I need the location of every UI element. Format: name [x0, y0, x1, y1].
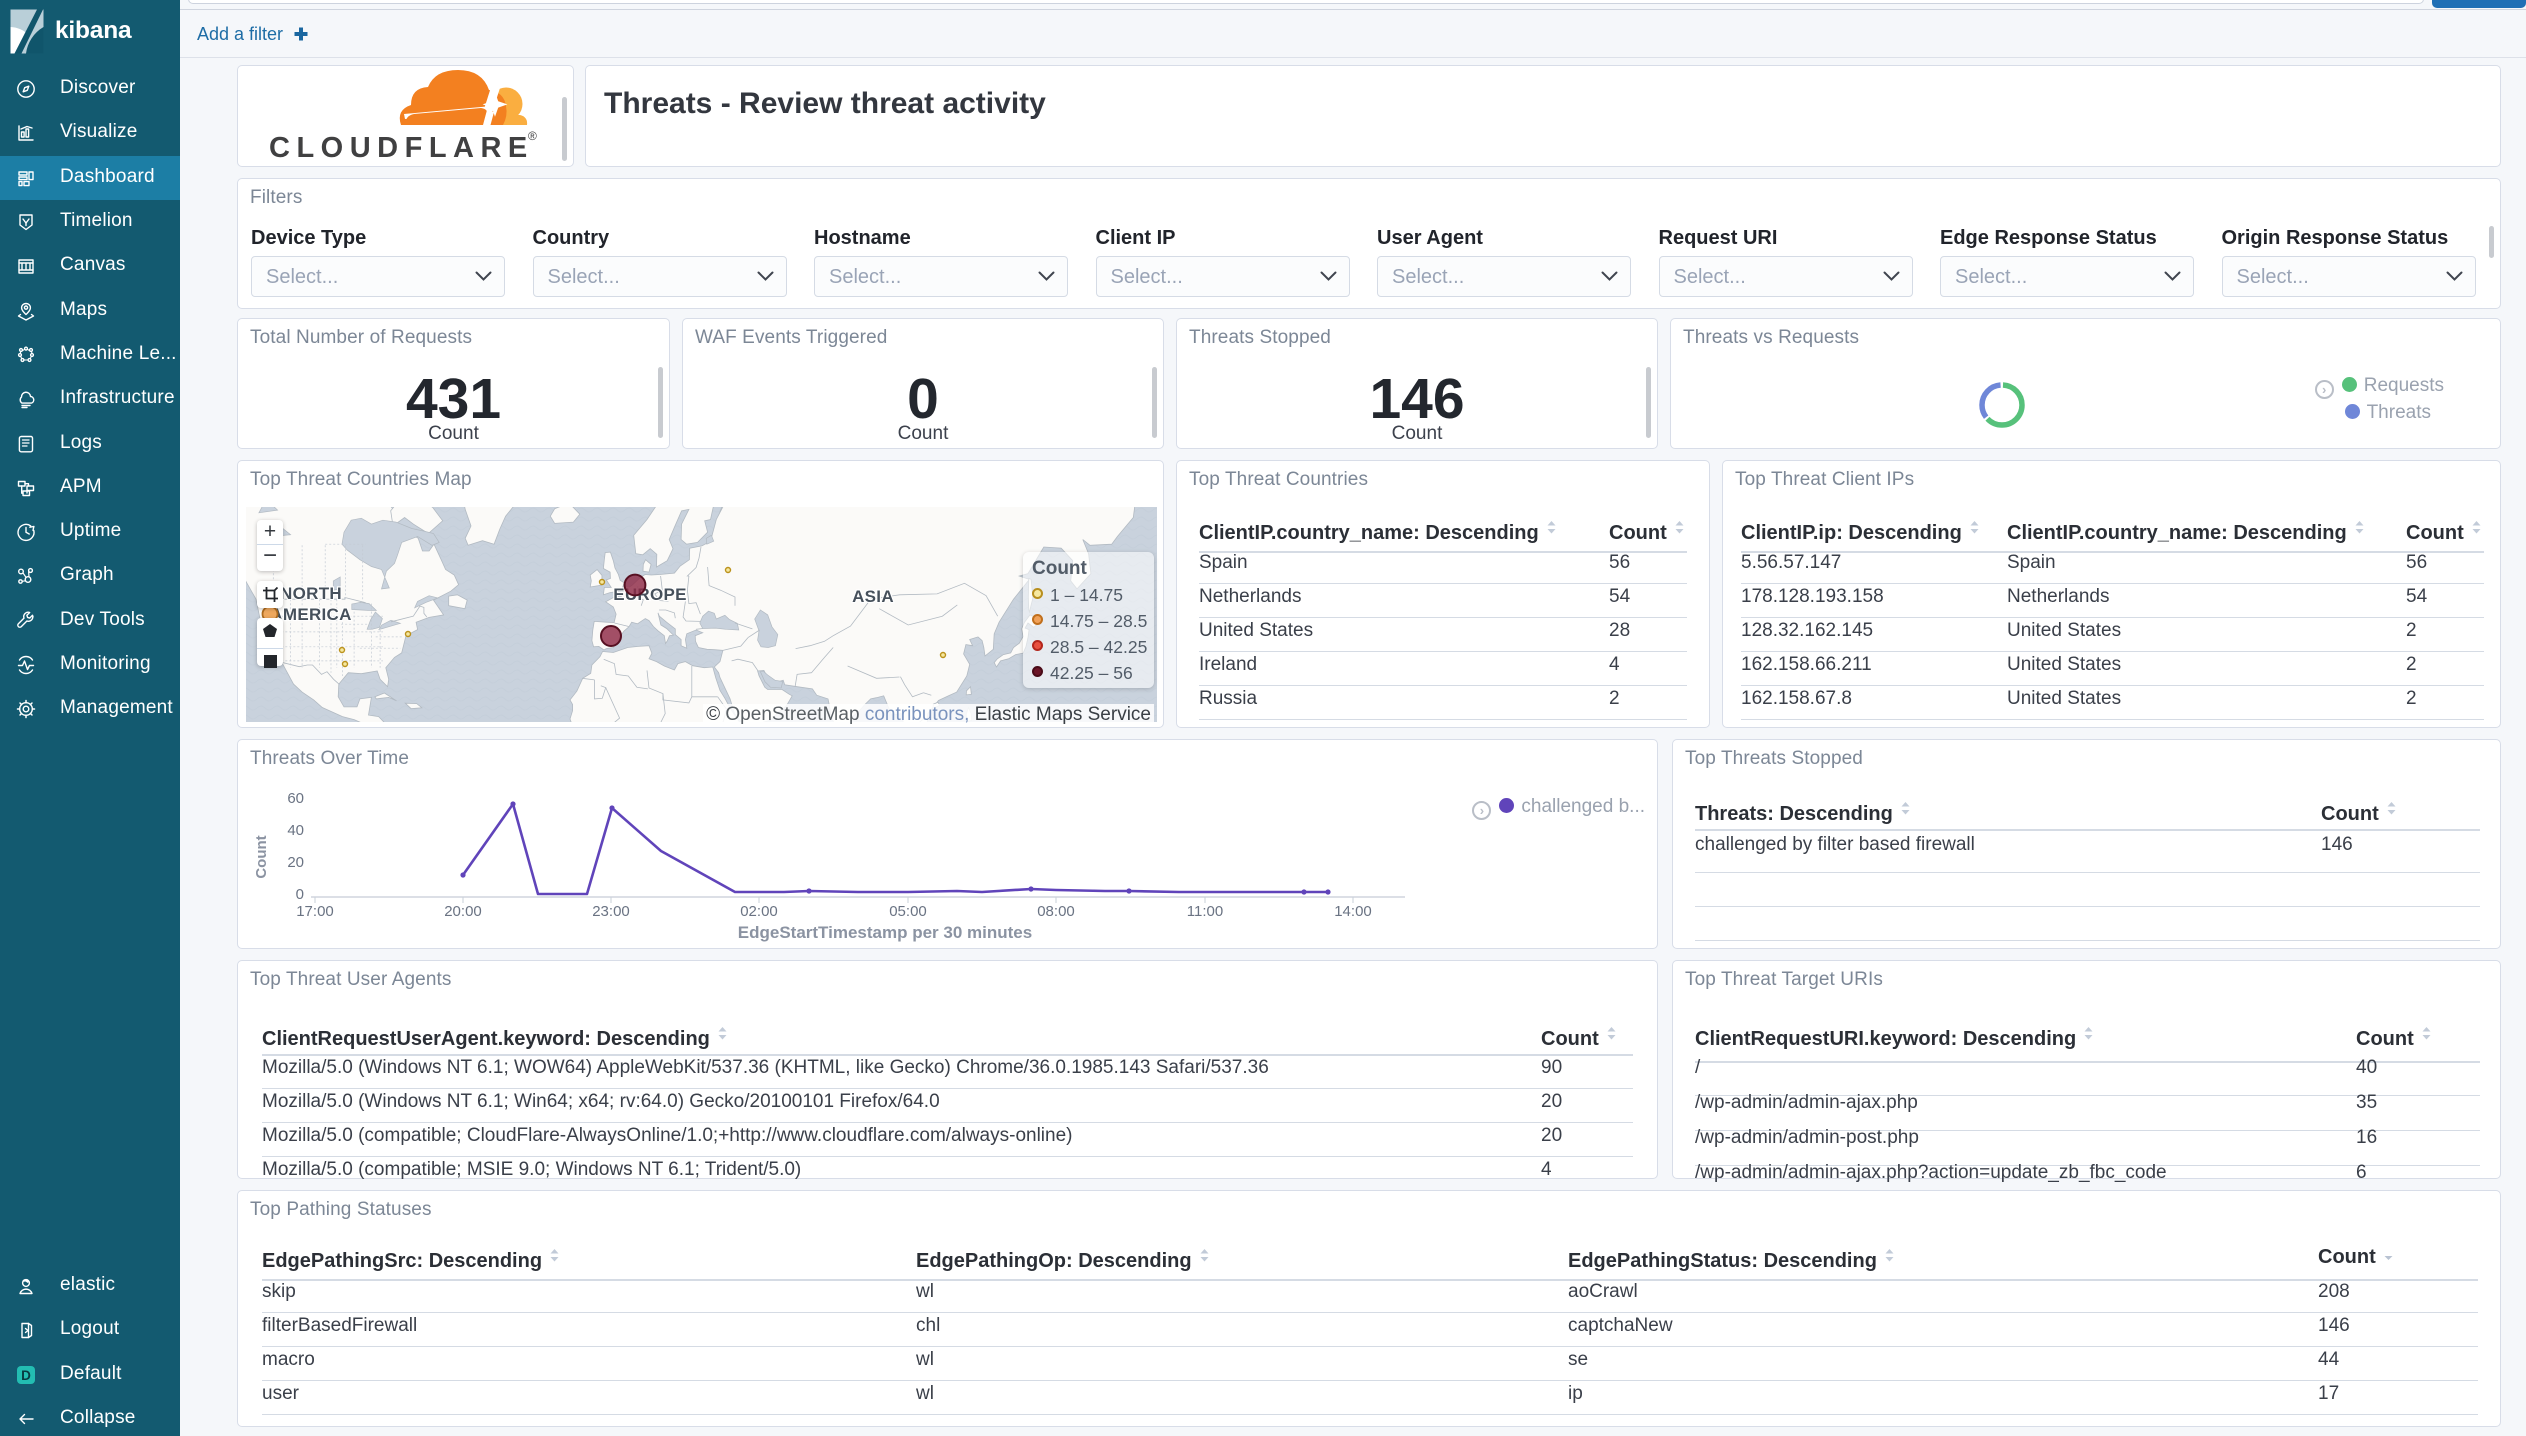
- svg-text:60: 60: [287, 790, 304, 807]
- svg-text:02:00: 02:00: [740, 903, 778, 920]
- svg-text:20:00: 20:00: [444, 903, 482, 920]
- svg-text:17:00: 17:00: [296, 903, 334, 920]
- svg-text:08:00: 08:00: [1037, 903, 1075, 920]
- svg-text:EdgeStartTimestamp per 30 minu: EdgeStartTimestamp per 30 minutes: [738, 923, 1032, 942]
- svg-text:05:00: 05:00: [889, 903, 927, 920]
- svg-text:CLOUDFLARE: CLOUDFLARE: [269, 132, 534, 164]
- svg-text:14:00: 14:00: [1334, 903, 1372, 920]
- svg-text:ASIA: ASIA: [852, 587, 894, 606]
- svg-text:®: ®: [528, 129, 537, 143]
- svg-text:NORTH: NORTH: [280, 584, 342, 603]
- svg-text:23:00: 23:00: [592, 903, 630, 920]
- svg-text:AMERICA: AMERICA: [270, 605, 351, 624]
- svg-text:D: D: [21, 1368, 31, 1383]
- svg-text:Count: Count: [253, 835, 270, 878]
- svg-text:40: 40: [287, 822, 304, 839]
- svg-text:0: 0: [296, 886, 304, 903]
- svg-text:20: 20: [287, 854, 304, 871]
- svg-text:11:00: 11:00: [1187, 903, 1223, 920]
